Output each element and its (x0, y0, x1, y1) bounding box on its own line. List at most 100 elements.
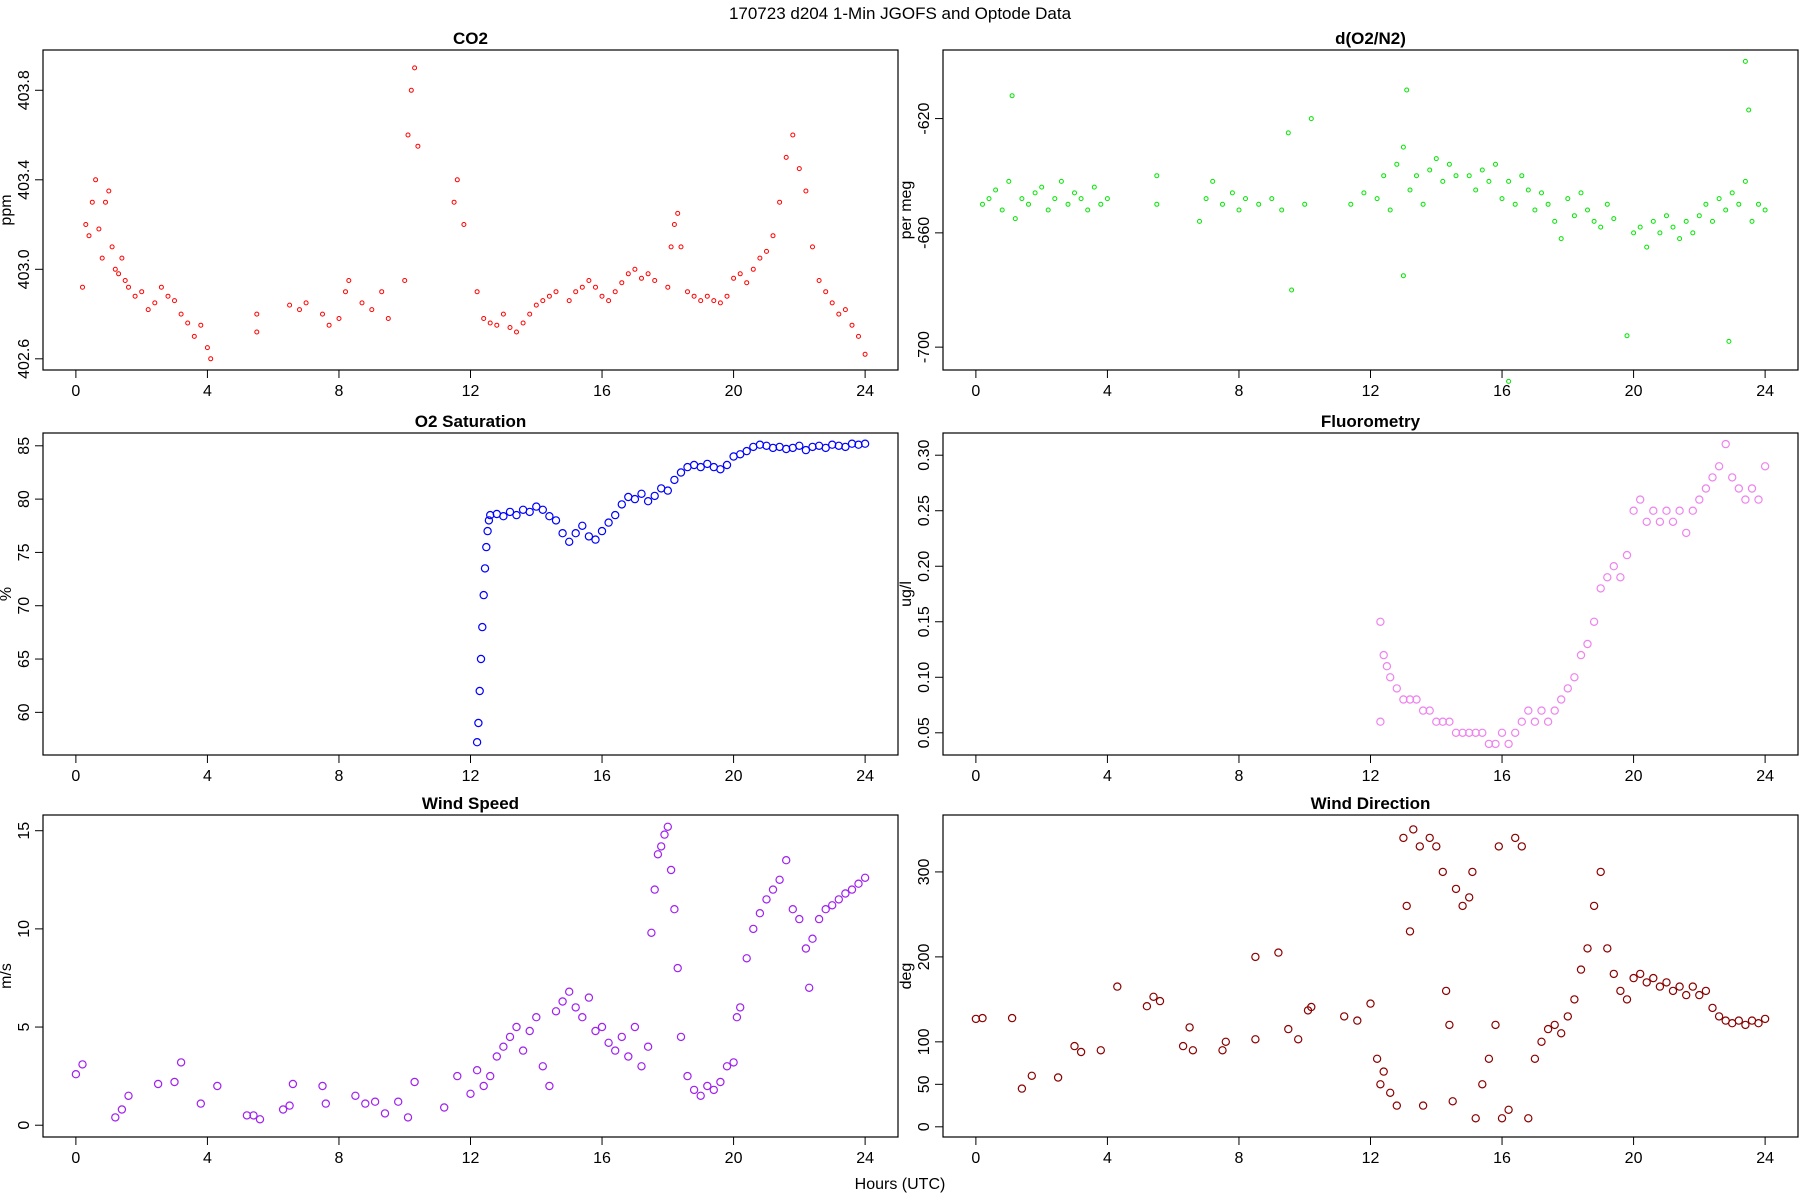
data-point (703, 1081, 712, 1091)
data-point (1072, 190, 1077, 196)
data-point (1065, 201, 1071, 207)
data-point (764, 248, 769, 254)
data-point (1655, 517, 1665, 527)
data-point (1471, 1114, 1480, 1123)
x-tick-label: 24 (856, 1150, 874, 1167)
x-tick-label: 0 (971, 1150, 980, 1167)
data-point (1404, 87, 1410, 93)
data-point (476, 654, 486, 664)
series-points (971, 825, 1770, 1123)
data-point (1603, 944, 1612, 953)
panel-co2: CO2 ppm 0 4 8 12 16 20 24 402.6 403.0 403.4 403.8 (0, 29, 899, 400)
data-point (1543, 717, 1553, 726)
data-point (558, 529, 567, 538)
data-point (1570, 995, 1579, 1004)
x-tick-label: 8 (335, 1150, 344, 1167)
data-point (525, 1026, 534, 1036)
data-point (742, 954, 751, 963)
data-point (1644, 244, 1650, 250)
data-point (1484, 1054, 1494, 1064)
data-point (1596, 867, 1605, 877)
data-point (722, 1062, 732, 1071)
y-tick-label: 300 (916, 858, 933, 885)
data-point (645, 271, 651, 277)
x-tick-label: 16 (593, 383, 611, 400)
data-point (1479, 167, 1485, 173)
data-point (1019, 196, 1025, 202)
data-point (593, 284, 598, 290)
data-point (500, 311, 506, 317)
data-point (1726, 338, 1732, 344)
data-point (1091, 184, 1097, 190)
data-point (1637, 224, 1643, 230)
y-tick-label: 75 (16, 543, 33, 561)
data-point (1078, 196, 1084, 202)
data-point (1510, 728, 1520, 738)
plot-frame (942, 49, 1799, 371)
data-point (1218, 1046, 1227, 1055)
data-point (1668, 517, 1678, 527)
data-point (586, 278, 592, 283)
data-point (336, 316, 342, 321)
data-point (486, 1071, 495, 1081)
data-point (482, 542, 491, 552)
data-point (1414, 173, 1419, 179)
data-point (782, 856, 791, 865)
data-point (1524, 1114, 1533, 1123)
data-point (1631, 230, 1637, 236)
y-tick-label: 0 (916, 1122, 933, 1131)
panels: CO2 ppm 0 4 8 12 16 20 24 402.6 403.0 403.4 403.8 d(O… (0, 29, 1799, 1167)
data-point (689, 1085, 699, 1095)
data-point (405, 132, 411, 138)
data-point (836, 311, 842, 317)
data-point (380, 1109, 390, 1118)
data-point (597, 1022, 607, 1032)
data-point (808, 442, 817, 452)
data-point (978, 1013, 987, 1023)
data-point (1203, 196, 1209, 202)
data-point (993, 187, 999, 193)
data-point (1734, 484, 1744, 493)
x-tick-label: 24 (1756, 768, 1774, 785)
data-point (499, 1042, 508, 1051)
data-point (492, 1052, 501, 1061)
data-point (525, 507, 534, 517)
y-tick-label: 80 (16, 490, 33, 508)
data-point (1736, 201, 1742, 207)
data-point (828, 901, 837, 910)
data-point (1307, 1002, 1316, 1012)
data-point (591, 1026, 600, 1036)
data-point (126, 284, 131, 290)
x-tick-label: 12 (462, 1150, 480, 1167)
x-tick-label: 8 (1235, 383, 1244, 400)
data-point (1550, 706, 1559, 715)
data-point (415, 143, 421, 149)
data-point (483, 526, 492, 536)
data-point (1251, 952, 1260, 962)
data-point (1583, 944, 1592, 953)
data-point (696, 1091, 705, 1101)
data-point (453, 1071, 462, 1081)
data-point (676, 1032, 686, 1042)
data-point (716, 465, 725, 474)
x-tick-label: 12 (462, 768, 480, 785)
y-tick-label: 5 (16, 1023, 33, 1032)
data-point (122, 278, 128, 283)
data-point (1229, 190, 1235, 196)
data-point (619, 280, 625, 286)
data-point (1076, 1047, 1086, 1057)
y-tick-label: 403.0 (16, 249, 33, 289)
data-point (768, 885, 778, 894)
data-point (1458, 901, 1467, 911)
data-point (1708, 1003, 1717, 1013)
data-point (823, 289, 829, 295)
figure-xlabel: Hours (UTC) (855, 1176, 946, 1193)
data-point (1563, 684, 1573, 693)
data-point (532, 502, 541, 511)
data-point (1525, 187, 1531, 193)
data-point (1681, 528, 1691, 538)
data-point (1701, 986, 1711, 996)
data-point (1556, 695, 1566, 704)
data-point (1400, 273, 1406, 279)
